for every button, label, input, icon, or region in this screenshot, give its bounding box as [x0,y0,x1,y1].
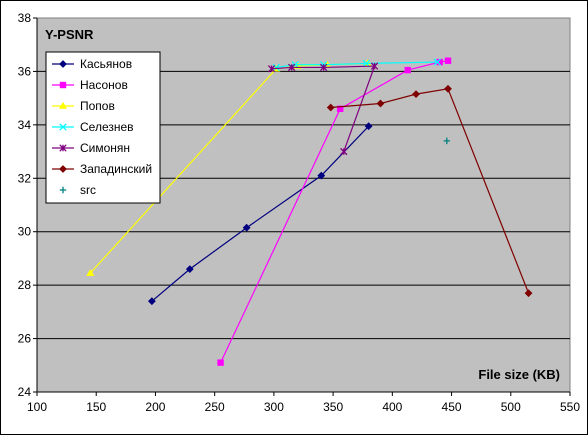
x-tick-label: 350 [323,400,343,414]
legend-marker [59,165,67,173]
legend-box [45,51,161,204]
legend-label: Симонян [80,141,130,155]
data-point [287,63,296,72]
data-point [217,359,224,366]
data-point [376,99,385,108]
legend-item: src [59,183,96,197]
legend-label: Касьянов [80,57,132,71]
y-tick-label: 28 [18,278,32,292]
legend-label: Насонов [80,78,128,92]
data-point [319,63,328,72]
data-point [404,66,411,74]
x-tick-label: 300 [264,400,284,414]
legend-label: src [80,183,96,197]
data-point [433,58,442,66]
data-point [364,122,373,131]
legend-item: Западинский [52,162,152,176]
data-point [242,223,251,232]
x-tick-label: 200 [145,400,165,414]
series-0 [147,122,373,306]
x-tick-label: 100 [27,400,47,414]
series-layer [86,57,533,366]
series-1 [217,57,452,366]
data-point [444,57,452,64]
legend-item: Селезнев [52,120,134,134]
data-point [326,103,335,112]
data-point [147,297,156,306]
data-point [444,84,452,93]
legend-marker [59,60,67,68]
axes: 24 26 28 30 32 34 36 38 100 150 200 250 300 350 400 450… [18,11,581,414]
legend-item: Симонян [52,141,130,155]
legend-item: Касьянов [52,57,132,71]
series-4 [267,62,379,156]
chart-title: Y-PSNR [45,27,94,42]
y-tick-label: 38 [18,11,32,25]
data-point [267,65,276,73]
data-point [412,90,420,99]
legend-item: Насонов [52,78,128,92]
series-6 [443,137,451,145]
legend-marker [59,123,67,131]
x-tick-label: 400 [382,400,402,414]
data-point [443,137,451,145]
x-tick-label: 550 [560,400,580,414]
y-tick-label: 32 [18,171,32,185]
data-point [317,171,326,180]
y-tick-label: 30 [18,225,32,239]
x-axis-title: File size (KB) [478,367,560,382]
data-point [340,147,348,156]
y-tick-label: 34 [18,118,32,132]
series-5 [326,84,533,298]
y-tick-label: 26 [18,332,32,346]
data-point [362,59,370,68]
data-point [524,289,533,298]
legend: Касьянов Насонов Попов Селезнев Симонян Запад… [45,51,161,204]
data-point [370,62,379,70]
x-tick-label: 250 [205,400,225,414]
legend-label: Западинский [80,162,152,176]
legend-label: Попов [80,99,115,113]
data-point [185,265,194,274]
legend-marker [59,144,67,152]
x-tick-label: 450 [442,400,462,414]
legend-marker [59,186,67,194]
legend-marker [58,101,68,109]
x-tick-label: 500 [501,400,521,414]
data-point [86,268,95,276]
legend-marker [59,81,67,89]
y-tick-label: 24 [18,385,32,399]
x-tick-label: 150 [86,400,106,414]
legend-item: Попов [52,99,115,113]
legend-label: Селезнев [80,120,134,134]
y-tick-label: 36 [18,64,32,78]
